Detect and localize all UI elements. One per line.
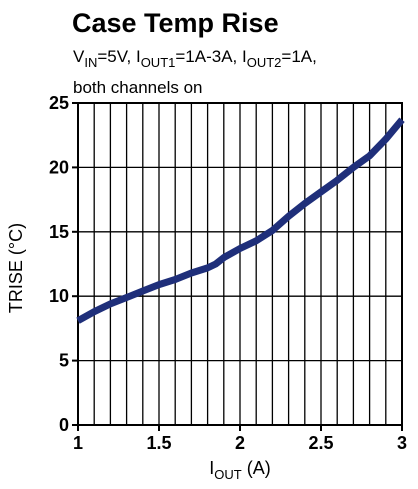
text-part: =5V, I	[97, 47, 140, 66]
subscript-text: IN	[84, 55, 97, 70]
y-tick-label: 25	[49, 93, 69, 113]
x-tick-label: 2	[235, 433, 245, 453]
grid	[78, 103, 402, 425]
text-part: =1A,	[281, 47, 316, 66]
y-tick-label: 20	[49, 157, 69, 177]
chart-title: Case Temp Rise	[72, 8, 279, 38]
y-tick-label: 0	[59, 415, 69, 435]
x-tick-label: 3	[397, 433, 407, 453]
y-tick-label: 10	[49, 286, 69, 306]
subscript-text: OUT	[214, 467, 242, 482]
text-part: =1A-3A, I	[175, 47, 246, 66]
x-tick-label: 1	[73, 433, 83, 453]
y-tick-label: 15	[49, 222, 69, 242]
subscript-text: OUT1	[141, 55, 176, 70]
text-part: V	[73, 47, 85, 66]
text-part: (A)	[242, 458, 271, 478]
x-tick-label: 1.5	[146, 433, 171, 453]
y-tick-label: 5	[59, 351, 69, 371]
series-line	[76, 117, 405, 324]
axis-ticks: 1 1.5 2 2.5 3 0 5 10 15 20 25	[49, 93, 407, 453]
x-tick-label: 2.5	[308, 433, 333, 453]
subscript-text: OUT2	[247, 55, 282, 70]
chart-subtitle-channels: both channels on	[73, 78, 203, 97]
series-layer	[76, 117, 405, 324]
chart-subtitle-conditions: VIN=5V, IOUT1=1A-3A, IOUT2=1A,	[73, 47, 317, 70]
text-part: I	[209, 458, 214, 478]
y-axis-label: TRISE (°C)	[6, 223, 26, 313]
x-axis-label: IOUT (A)	[209, 458, 270, 482]
